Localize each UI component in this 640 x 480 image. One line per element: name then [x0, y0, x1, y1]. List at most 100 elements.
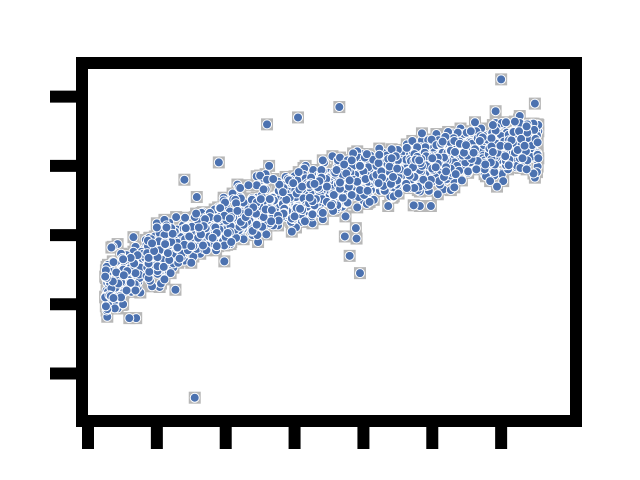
data-point: [352, 202, 363, 213]
data-point: [186, 257, 197, 268]
data-point: [354, 160, 365, 171]
data-point: [468, 147, 479, 158]
data-point: [151, 222, 162, 233]
data-point: [500, 117, 511, 128]
data-point: [222, 228, 233, 239]
data-point: [388, 171, 399, 182]
data-point: [339, 231, 350, 242]
data-point: [262, 119, 273, 130]
data-point: [212, 213, 223, 224]
data-point: [174, 253, 185, 264]
data-point: [289, 211, 300, 222]
data-point: [416, 128, 427, 139]
data-point: [487, 120, 498, 131]
data-point: [180, 212, 191, 223]
data-point: [529, 98, 540, 109]
data-point: [471, 164, 482, 175]
data-point: [299, 216, 310, 227]
data-point: [309, 178, 320, 189]
data-points: [100, 74, 544, 403]
data-point: [465, 126, 476, 137]
data-point: [143, 252, 154, 263]
data-point: [331, 165, 342, 176]
data-point: [213, 157, 224, 168]
data-point: [492, 181, 503, 192]
data-point: [124, 313, 135, 324]
data-point: [186, 241, 197, 252]
data-point: [339, 159, 350, 170]
data-point: [469, 117, 480, 128]
data-point: [286, 226, 297, 237]
data-point: [337, 192, 348, 203]
data-point: [461, 140, 472, 151]
data-point: [264, 194, 275, 205]
data-point: [532, 137, 543, 148]
data-point: [297, 181, 308, 192]
data-point: [486, 133, 497, 144]
data-point: [350, 223, 361, 234]
data-point: [521, 121, 532, 132]
data-point: [172, 242, 183, 253]
data-point: [258, 184, 269, 195]
data-point: [125, 277, 136, 288]
data-point: [474, 135, 485, 146]
data-point: [383, 201, 394, 212]
data-point: [108, 257, 119, 268]
data-point: [437, 136, 448, 147]
data-point: [317, 155, 328, 166]
data-point: [100, 271, 111, 282]
data-point: [268, 174, 279, 185]
data-point: [344, 175, 355, 186]
data-point: [277, 187, 288, 198]
data-point: [414, 155, 425, 166]
data-point: [441, 166, 452, 177]
data-point: [503, 160, 514, 171]
data-point: [189, 392, 200, 403]
data-point: [162, 248, 173, 259]
data-point: [118, 270, 129, 281]
data-point: [401, 183, 412, 194]
data-point: [179, 174, 190, 185]
data-point: [374, 149, 385, 160]
data-point: [191, 208, 202, 219]
data-point: [243, 207, 254, 218]
plot-frame: [76, 57, 582, 427]
data-point: [346, 155, 357, 166]
data-point: [147, 238, 158, 249]
data-point: [450, 147, 461, 158]
data-point: [393, 188, 404, 199]
data-point: [432, 189, 443, 200]
data-point: [321, 181, 332, 192]
data-point: [496, 74, 507, 85]
data-point: [335, 177, 346, 188]
data-point: [130, 268, 141, 279]
data-point: [326, 200, 337, 211]
data-point: [402, 167, 413, 178]
data-point: [498, 176, 509, 187]
data-point: [430, 162, 441, 173]
data-point: [361, 149, 372, 160]
data-point: [392, 163, 403, 174]
data-point: [373, 178, 384, 189]
data-point: [159, 274, 170, 285]
data-point: [211, 241, 222, 252]
data-point: [487, 147, 498, 158]
data-point: [243, 180, 254, 191]
data-point: [354, 268, 365, 279]
data-point: [108, 293, 119, 304]
data-point: [158, 261, 169, 272]
data-point: [509, 116, 520, 127]
data-point: [364, 196, 375, 207]
data-point: [490, 106, 501, 117]
data-point: [463, 166, 474, 177]
data-point: [425, 201, 436, 212]
data-point: [144, 266, 155, 277]
data-point: [235, 183, 246, 194]
data-point: [160, 239, 171, 250]
data-point: [165, 268, 176, 279]
data-point: [408, 200, 419, 211]
data-point: [317, 207, 328, 218]
data-point: [423, 180, 434, 191]
data-point: [161, 222, 172, 233]
data-point: [167, 228, 178, 239]
